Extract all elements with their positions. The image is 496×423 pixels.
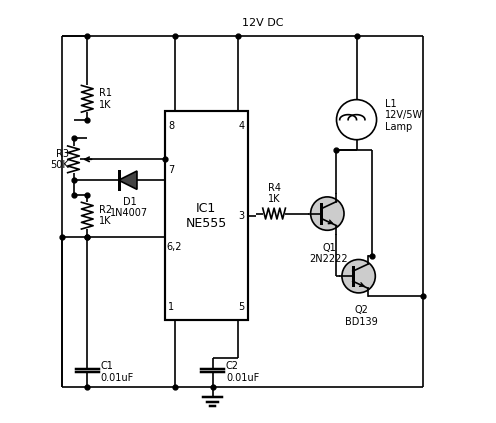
Circle shape <box>342 259 375 293</box>
Text: R3
50K: R3 50K <box>51 148 69 170</box>
Text: 5: 5 <box>238 302 245 312</box>
Text: R2
1K: R2 1K <box>99 205 112 226</box>
Circle shape <box>336 100 376 140</box>
Text: Q2
BD139: Q2 BD139 <box>345 305 377 327</box>
Polygon shape <box>119 171 137 190</box>
Text: R4
1K: R4 1K <box>267 183 281 204</box>
Text: C2
0.01uF: C2 0.01uF <box>226 361 259 383</box>
Text: IC1
NE555: IC1 NE555 <box>186 202 227 230</box>
Text: 12V DC: 12V DC <box>242 18 283 28</box>
Text: L1
12V/5W
Lamp: L1 12V/5W Lamp <box>385 99 423 132</box>
Text: D1
1N4007: D1 1N4007 <box>111 197 148 219</box>
Text: 3: 3 <box>238 211 245 221</box>
Text: Q1
2N2222: Q1 2N2222 <box>310 243 348 264</box>
Text: 7: 7 <box>168 165 174 175</box>
Circle shape <box>310 197 344 230</box>
Text: 6,2: 6,2 <box>166 242 182 252</box>
Text: 8: 8 <box>168 121 174 131</box>
Text: 4: 4 <box>238 121 245 131</box>
Bar <box>165 111 248 320</box>
Text: R1
1K: R1 1K <box>99 88 112 110</box>
Text: C1
0.01uF: C1 0.01uF <box>101 361 134 383</box>
Text: 1: 1 <box>168 302 174 312</box>
